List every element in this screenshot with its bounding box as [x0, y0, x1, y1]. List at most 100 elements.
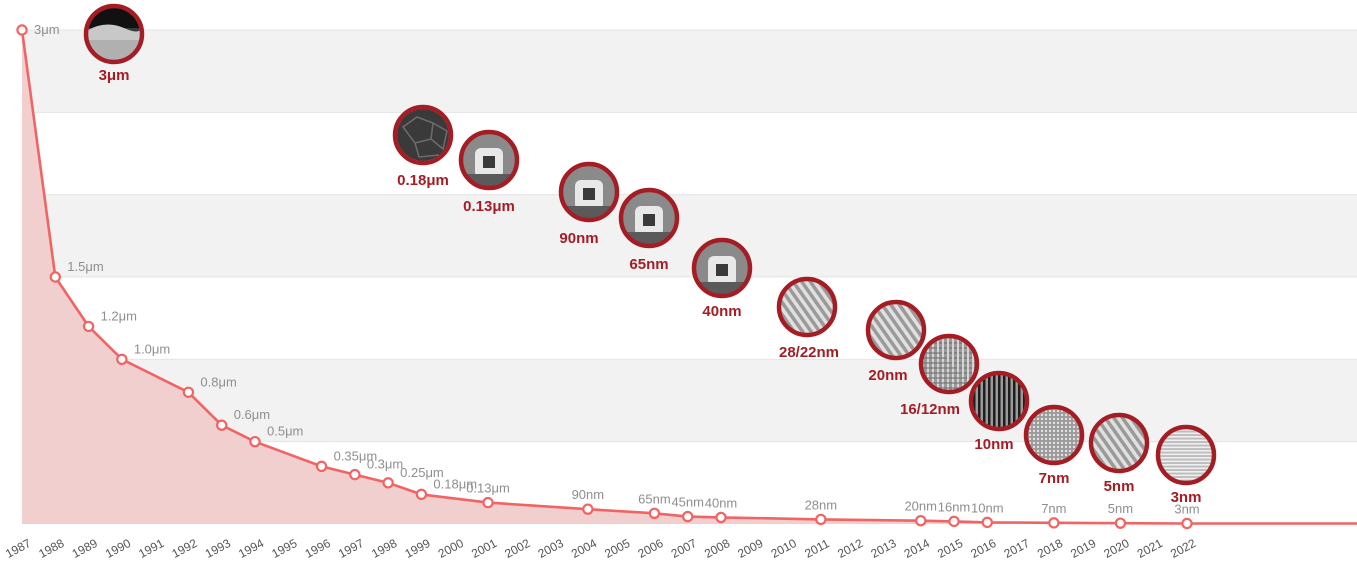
badge-ring — [1155, 424, 1217, 486]
data-point — [915, 515, 927, 527]
badge-label: 3μm — [99, 67, 130, 84]
data-point — [582, 503, 594, 515]
data-label: 28nm — [805, 497, 838, 512]
node-badge: 3nm — [1155, 424, 1217, 506]
data-point — [648, 507, 661, 519]
data-label: 7nm — [1041, 501, 1066, 516]
x-tick-label: 1991 — [136, 536, 166, 561]
data-label: 5nm — [1108, 501, 1133, 516]
node-badge: 3μm — [83, 3, 145, 84]
badge-label: 0.18μm — [397, 172, 449, 189]
badge-ring — [83, 3, 145, 65]
data-point — [315, 460, 328, 473]
badge-label: 10nm — [974, 436, 1013, 453]
badge-ring — [558, 161, 620, 223]
data-point — [349, 468, 361, 481]
x-tick-label: 2006 — [635, 536, 665, 561]
x-tick-label: 1993 — [203, 536, 233, 561]
x-tick-label: 2003 — [536, 536, 566, 561]
x-tick-label: 2019 — [1068, 536, 1098, 561]
data-point — [682, 510, 694, 523]
data-point — [948, 515, 960, 528]
data-label: 10nm — [971, 500, 1004, 515]
x-tick-label: 2021 — [1135, 536, 1165, 561]
badge-label: 40nm — [702, 303, 741, 320]
data-label: 0.13μm — [466, 481, 510, 496]
x-tick-label: 2012 — [835, 536, 865, 561]
node-badge: 0.18μm — [392, 104, 454, 189]
node-badge: 40nm — [691, 237, 753, 320]
x-tick-label: 1990 — [103, 536, 133, 561]
x-tick-label: 1987 — [3, 536, 33, 561]
data-label: 0.18μm — [433, 476, 477, 491]
badge-ring — [865, 299, 927, 361]
data-point — [216, 419, 228, 431]
x-tick-label: 2010 — [769, 536, 799, 561]
node-badge: 28/22nm — [776, 276, 839, 361]
node-badge: 5nm — [1088, 412, 1150, 495]
data-label: 65nm — [638, 491, 671, 506]
x-tick-label: 1997 — [336, 536, 366, 561]
data-label: 1.0μm — [134, 341, 170, 356]
x-tick-label: 2005 — [602, 536, 632, 561]
x-tick-label: 2004 — [569, 536, 599, 561]
data-label: 3nm — [1174, 502, 1199, 517]
badge-ring — [691, 237, 753, 299]
badge-ring — [458, 129, 520, 191]
data-label: 0.25μm — [400, 465, 444, 480]
badge-label: 0.13μm — [463, 198, 515, 215]
x-tick-label: 2011 — [802, 536, 832, 561]
badge-ring — [918, 333, 980, 395]
x-tick-label: 2015 — [935, 536, 965, 561]
data-point — [815, 513, 827, 526]
data-label: 90nm — [572, 487, 605, 502]
x-tick-label: 2020 — [1101, 536, 1131, 561]
badge-ring — [618, 187, 680, 249]
x-tick-label: 2013 — [868, 536, 898, 561]
badge-ring — [1023, 404, 1085, 466]
grid-band — [22, 30, 1357, 113]
x-tick-label: 1999 — [402, 536, 432, 561]
data-label: 0.35μm — [334, 448, 378, 463]
badge-label: 65nm — [629, 256, 668, 273]
grid-band — [22, 277, 1357, 360]
x-tick-label: 2016 — [968, 536, 998, 561]
data-point — [1181, 517, 1193, 530]
data-label: 1.2μm — [101, 308, 137, 323]
badge-label: 3nm — [1171, 489, 1202, 506]
data-label: 0.6μm — [234, 407, 270, 422]
data-point — [82, 320, 95, 333]
badge-label: 16/12nm — [900, 401, 960, 418]
x-tick-label: 1994 — [236, 536, 266, 561]
data-point — [415, 488, 428, 501]
badge-label: 90nm — [559, 230, 598, 247]
data-label: 16nm — [938, 499, 971, 514]
x-tick-label: 1996 — [303, 536, 333, 561]
node-badge: 90nm — [558, 161, 620, 247]
x-tick-label: 2008 — [702, 536, 732, 561]
x-tick-label: 1995 — [269, 536, 299, 561]
badge-label: 5nm — [1104, 478, 1135, 495]
x-tick-label: 2001 — [469, 536, 499, 561]
badge-ring — [392, 104, 454, 166]
node-badge: 0.13μm — [458, 129, 520, 215]
series-line — [20, 29, 1357, 525]
data-label: 3μm — [34, 22, 60, 37]
data-label: 0.8μm — [200, 374, 236, 389]
x-tick-label: 1989 — [70, 536, 100, 561]
badge-label: 7nm — [1039, 470, 1070, 487]
node-badge: 16/12nm — [900, 333, 980, 418]
data-point — [482, 496, 494, 509]
data-point — [249, 435, 261, 448]
node-badge: 65nm — [618, 187, 680, 273]
x-tick-label: 2018 — [1035, 536, 1065, 561]
x-tick-label: 2009 — [735, 536, 765, 561]
data-point — [182, 386, 195, 398]
x-tick-label: 2014 — [902, 536, 932, 561]
data-label: 45nm — [671, 495, 704, 510]
data-label: 40nm — [705, 495, 738, 510]
x-tick-label: 1992 — [169, 536, 199, 561]
data-point — [382, 477, 394, 489]
x-tick-label: 1988 — [36, 536, 66, 561]
